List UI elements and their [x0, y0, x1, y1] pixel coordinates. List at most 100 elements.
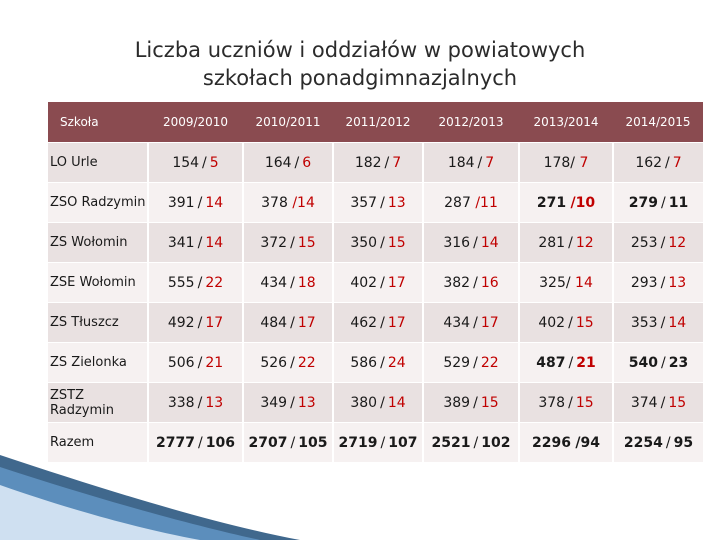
classes-count: /94 — [575, 434, 601, 451]
students-count: 506 — [167, 354, 195, 371]
separator: / — [197, 394, 203, 411]
separator: / — [384, 154, 390, 171]
table-cell: 389/15 — [422, 382, 519, 423]
classes-count: 17 — [387, 314, 406, 331]
students-count: 2296 — [531, 434, 571, 451]
separator: / — [290, 434, 296, 451]
header-year: 2012/2013 — [423, 102, 519, 143]
students-count: 402 — [350, 274, 378, 291]
classes-count: 23 — [668, 354, 689, 371]
students-table: Szkoła 2009/2010 2010/2011 2011/2012 201… — [48, 102, 703, 462]
classes-count: 6 — [302, 154, 312, 171]
table-row: Razem 2777/106 2707/105 2719/107 2521/102 229… — [48, 422, 703, 462]
school-name: ZS Tłuszcz — [48, 302, 148, 343]
school-name: ZS Zielonka — [48, 342, 148, 383]
separator: / — [665, 154, 670, 171]
separator: / — [197, 234, 203, 251]
table-row: ZSE Wołomin 555/22 434/18 402/17 382/16 325/ … — [48, 262, 703, 303]
classes-count: 16 — [480, 274, 499, 291]
students-count: 555 — [167, 274, 195, 291]
separator: / — [290, 274, 295, 291]
header-year: 2014/2015 — [613, 102, 703, 143]
classes-count: 11 — [668, 194, 689, 211]
students-count: 2254 — [623, 434, 663, 451]
classes-count: 15 — [297, 234, 316, 251]
classes-count: /10 — [570, 194, 596, 211]
separator: / — [202, 154, 207, 171]
classes-count: 15 — [575, 314, 594, 331]
classes-count: 15 — [387, 234, 406, 251]
table-row: ZS Tłuszcz 492/17 484/17 462/17 434/17 402/15… — [48, 302, 703, 343]
students-count: 529 — [443, 354, 471, 371]
table-cell: 434/18 — [242, 262, 333, 303]
separator: / — [473, 274, 478, 291]
separator: / — [197, 314, 203, 331]
table-cell: 2719/107 — [332, 422, 423, 462]
school-name: ZS Wołomin — [48, 222, 148, 263]
table-cell: 281/12 — [518, 222, 613, 263]
students-count: 484 — [260, 314, 288, 331]
table-cell: 462/17 — [332, 302, 423, 343]
students-count: 380 — [350, 394, 378, 411]
table-cell: 182/7 — [332, 142, 423, 183]
header-year: 2010/2011 — [243, 102, 333, 143]
classes-count: 21 — [576, 354, 596, 371]
table-cell: 154/5 — [147, 142, 243, 183]
classes-count: 14 — [387, 394, 406, 411]
table-cell: 2254/95 — [612, 422, 703, 462]
students-count: 349 — [260, 394, 288, 411]
classes-count: /11 — [475, 194, 498, 211]
table-cell: 178/ 7 — [518, 142, 613, 183]
table-cell: 357/13 — [332, 182, 423, 223]
students-count: 526 — [260, 354, 288, 371]
table-cell: 2521/102 — [422, 422, 519, 462]
table-cell: 378 /14 — [242, 182, 333, 223]
separator: / — [380, 394, 385, 411]
classes-count: 102 — [481, 434, 511, 451]
separator: / — [290, 394, 295, 411]
table-cell: 350/15 — [332, 222, 423, 263]
students-count: 2777 — [156, 434, 195, 451]
separator: / — [568, 354, 574, 371]
table-cell: 2296 /94 — [518, 422, 613, 462]
table-cell: 341/14 — [147, 222, 243, 263]
table-row: ZSTZ Radzymin 338/13 349/13 380/14 389/15 378… — [48, 382, 703, 423]
students-count: 293 — [630, 274, 658, 291]
classes-count: 22 — [205, 274, 224, 291]
separator: / — [290, 314, 295, 331]
students-count: 462 — [350, 314, 378, 331]
swoosh-light — [0, 485, 200, 540]
separator: / — [477, 154, 483, 171]
table-cell: 434/17 — [422, 302, 519, 343]
classes-count: 13 — [668, 274, 687, 291]
table-cell: 540/23 — [612, 342, 703, 383]
table-cell: 372/15 — [242, 222, 333, 263]
table-cell: 338/13 — [147, 382, 243, 423]
students-count: 2521 — [431, 434, 471, 451]
classes-count: 22 — [297, 354, 316, 371]
students-count: 540 — [628, 354, 659, 371]
table-cell: 402/17 — [332, 262, 423, 303]
table-cell: 162/7 — [612, 142, 703, 183]
students-count: 281 — [538, 234, 566, 251]
students-count: 184 — [447, 154, 475, 171]
students-count: 487 — [536, 354, 566, 371]
table-cell: 506/21 — [147, 342, 243, 383]
classes-count: 24 — [387, 354, 406, 371]
students-count: 154 — [172, 154, 200, 171]
students-count: 378 — [261, 194, 288, 211]
classes-count: 14 — [575, 274, 593, 291]
students-count: 162 — [635, 154, 663, 171]
students-count: 389 — [443, 394, 471, 411]
separator: / — [473, 354, 478, 371]
classes-count: 7 — [579, 154, 589, 171]
students-count: 2707 — [248, 434, 288, 451]
classes-count: 21 — [205, 354, 224, 371]
classes-count: 14 — [668, 314, 687, 331]
classes-count: 15 — [480, 394, 499, 411]
table-cell: 374/15 — [612, 382, 703, 423]
slide-title: Liczba uczniów i oddziałów w powiatowych… — [0, 36, 720, 92]
separator: / — [568, 234, 573, 251]
students-count: 338 — [167, 394, 195, 411]
table-cell: 492/17 — [147, 302, 243, 343]
